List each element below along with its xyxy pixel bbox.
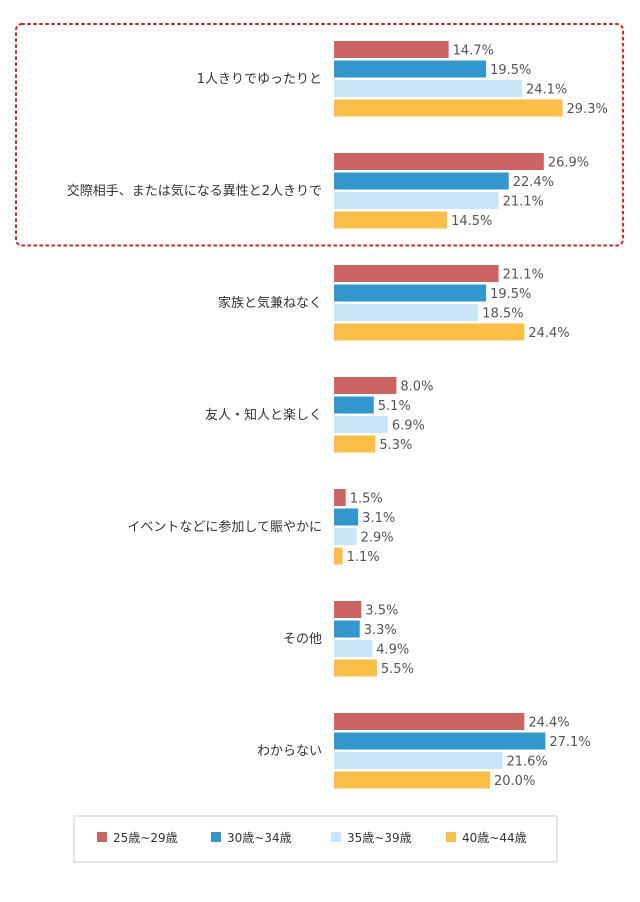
data-label: 24.4% — [528, 326, 569, 341]
legend-swatch — [211, 832, 221, 842]
legend: 25歳~29歳 30歳~34歳 35歳~39歳 40歳~44歳 — [73, 815, 558, 863]
data-label: 6.9% — [392, 419, 425, 434]
legend-swatch — [446, 832, 456, 842]
highlight-box — [15, 23, 624, 247]
bar — [334, 396, 374, 414]
data-label: 2.9% — [361, 531, 394, 546]
data-label: 1.1% — [347, 550, 380, 565]
legend-box — [73, 815, 558, 863]
category-group: 1人きりでゆったりと 14.7% 19.5% 24.1%29.3% — [197, 41, 608, 117]
data-label: 24.1% — [526, 83, 567, 98]
data-label: 14.5% — [451, 214, 492, 229]
bar — [334, 640, 373, 657]
bar — [334, 192, 499, 209]
category-label: 家族と気兼ねなく — [218, 295, 322, 311]
data-label: 18.5% — [482, 307, 523, 322]
category-group: その他 3.5% 3.3% 4.9% 5.5% — [283, 601, 414, 677]
category-group: 家族と気兼ねなく 21.1% 19.5% 18.5% 24.4% — [218, 265, 570, 341]
bar — [334, 713, 525, 730]
bar — [334, 80, 522, 97]
bar — [334, 508, 359, 526]
bar — [334, 172, 509, 190]
legend-swatch — [97, 832, 107, 842]
bar — [334, 153, 544, 170]
bar — [334, 528, 357, 545]
data-label: 3.1% — [362, 511, 395, 526]
data-label: 5.3% — [379, 438, 412, 453]
bar — [334, 323, 525, 341]
data-label: 27.1% — [549, 735, 590, 750]
bar — [334, 265, 499, 282]
bar — [334, 771, 490, 789]
data-label: 3.3% — [364, 623, 397, 638]
legend-label: 30歳~34歳 — [227, 831, 292, 845]
legend-label: 35歳~39歳 — [347, 831, 412, 845]
bar — [334, 60, 487, 78]
data-label: 24.4% — [528, 716, 569, 731]
data-label: 29.3% — [567, 102, 608, 117]
data-label: 5.5% — [381, 662, 414, 677]
data-label: 8.0% — [400, 380, 433, 395]
legend-swatch — [331, 832, 341, 842]
bars-layer: 1人きりでゆったりと 14.7% 19.5% 24.1%29.3% 交際相手、または気に… — [67, 41, 608, 789]
category-group: わからない 24.4% 27.1%21.6% 20.0% — [257, 713, 591, 789]
category-group: 友人・知人と楽しく 8.0% 5.1% 6.9% 5.3% — [205, 377, 433, 453]
data-label: 22.4% — [513, 175, 554, 190]
category-label: わからない — [257, 744, 322, 759]
category-label: イベントなどに参加して賑やかに — [127, 519, 322, 535]
bar — [334, 304, 479, 321]
category-label: 1人きりでゆったりと — [197, 72, 322, 87]
data-label: 20.0% — [494, 774, 535, 789]
bar — [334, 601, 362, 618]
bar — [334, 489, 346, 506]
bar — [334, 377, 397, 394]
data-label: 19.5% — [490, 63, 531, 78]
data-label: 5.1% — [378, 399, 411, 414]
bar — [334, 416, 388, 433]
category-label: 交際相手、または気になる異性と2人きりで — [67, 183, 322, 199]
category-label: 友人・知人と楽しく — [205, 407, 322, 423]
legend-label: 40歳~44歳 — [462, 831, 527, 845]
bar — [334, 732, 546, 750]
data-label: 21.6% — [506, 755, 547, 770]
data-label: 26.9% — [548, 156, 589, 171]
category-group: 交際相手、または気になる異性と2人きりで 26.9% 22.4% 21.1% 14.5% — [67, 153, 589, 229]
data-label: 21.1% — [503, 195, 544, 210]
highlight-box-layer — [15, 23, 624, 247]
data-label: 1.5% — [350, 492, 383, 507]
bar — [334, 620, 360, 638]
bar — [334, 41, 449, 58]
bar — [334, 211, 448, 229]
legend-label: 25歳~29歳 — [113, 831, 178, 845]
data-label: 4.9% — [376, 643, 409, 658]
bar — [334, 547, 343, 565]
bar — [334, 284, 487, 302]
bar — [334, 752, 503, 769]
bar — [334, 435, 376, 453]
data-label: 21.1% — [503, 268, 544, 283]
bar — [334, 99, 563, 117]
category-group: イベントなどに参加して賑やかに 1.5% 3.1% 2.9% 1.1% — [127, 489, 395, 565]
data-label: 3.5% — [365, 604, 398, 619]
category-label: その他 — [283, 632, 322, 647]
data-label: 19.5% — [490, 287, 531, 302]
data-label: 14.7% — [453, 44, 494, 59]
bar — [334, 659, 377, 677]
